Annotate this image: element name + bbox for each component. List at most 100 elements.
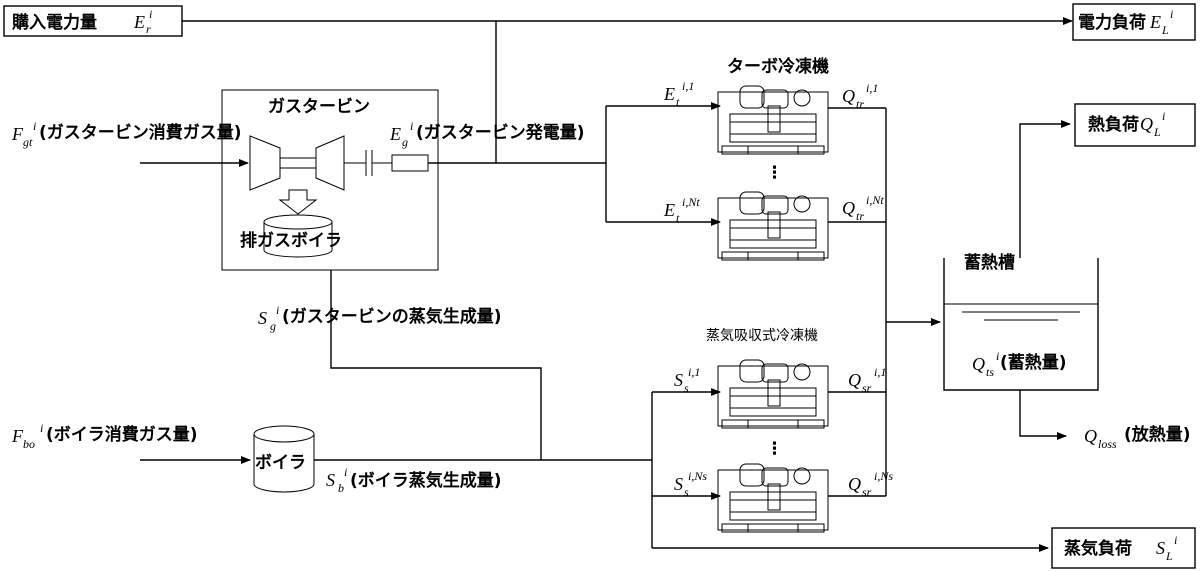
svg-text:i: i — [996, 349, 999, 363]
gas-turbine-system-box — [221, 89, 439, 271]
svg-text:S: S — [326, 470, 335, 490]
svg-text:Q: Q — [1140, 114, 1153, 134]
absorption-output-label-1: Q sr i,1 — [848, 365, 886, 395]
turbo-chiller-dots: ⋮ — [766, 163, 783, 183]
svg-text:i: i — [1170, 7, 1173, 21]
boiler-label: ボイラ — [255, 453, 306, 473]
svg-text:i: i — [1174, 533, 1177, 547]
svg-text:b: b — [338, 481, 344, 495]
svg-text:gt: gt — [23, 135, 33, 149]
svg-text:(ガスタービン消費ガス量): (ガスタービン消費ガス量) — [39, 122, 242, 143]
svg-text:(ガスタービンの蒸気生成量): (ガスタービンの蒸気生成量) — [282, 306, 502, 327]
turbo-chiller-n — [717, 191, 829, 261]
power-load-box — [1072, 3, 1196, 41]
svg-text:i: i — [149, 7, 152, 21]
svg-text:i,Ns: i,Ns — [688, 469, 707, 483]
svg-text:sr: sr — [862, 381, 872, 395]
svg-text:S: S — [1156, 538, 1165, 558]
svg-text:F: F — [11, 124, 24, 144]
svg-text:熱負荷: 熱負荷 — [1088, 114, 1139, 135]
svg-text:t: t — [676, 211, 680, 225]
power-load-label: 電力負荷 E L i — [1078, 7, 1173, 37]
turbo-input-label-1: E t i,1 — [663, 79, 694, 109]
svg-text:Q: Q — [972, 354, 985, 374]
storage-tank — [943, 258, 1099, 391]
svg-text:loss: loss — [1098, 437, 1117, 451]
gas-turbine-steam-label: S g i (ガスタービンの蒸気生成量) — [258, 303, 502, 333]
steam-load-box — [1051, 527, 1196, 569]
svg-text:(ガスタービン発電量): (ガスタービン発電量) — [416, 122, 585, 143]
svg-text:S: S — [258, 308, 267, 328]
turbo-output-label-1: Q tr i,1 — [842, 81, 878, 111]
svg-text:F: F — [11, 426, 24, 446]
svg-text:i: i — [276, 303, 279, 317]
gas-turbine-steam-line — [330, 270, 542, 460]
absorption-chiller-n — [717, 463, 829, 533]
svg-text:E: E — [663, 84, 675, 104]
heat-load-box — [1074, 103, 1196, 147]
svg-text:i,1: i,1 — [866, 81, 878, 95]
svg-text:(ボイラ消費ガス量): (ボイラ消費ガス量) — [46, 424, 198, 445]
svg-text:g: g — [402, 135, 408, 149]
absorption-input-label-n: S s i,Ns — [674, 469, 707, 499]
svg-text:i: i — [1162, 109, 1165, 123]
svg-text:i: i — [33, 119, 36, 133]
svg-text:i: i — [410, 119, 413, 133]
svg-text:S: S — [674, 370, 683, 390]
svg-text:Q: Q — [848, 474, 861, 494]
svg-text:bo: bo — [23, 437, 35, 451]
gas-turbine-title: ガスタービン — [268, 97, 370, 117]
boiler-fuel-label: F bo i (ボイラ消費ガス量) — [11, 421, 198, 451]
absorption-chiller-dots: ⋮ — [766, 439, 783, 459]
heat-loss-label: Q loss (放熱量) — [1084, 424, 1191, 451]
svg-text:電力負荷: 電力負荷 — [1078, 12, 1146, 33]
turbo-output-label-n: Q tr i,Nt — [842, 193, 884, 223]
svg-text:(ボイラ蒸気生成量): (ボイラ蒸気生成量) — [350, 470, 502, 491]
svg-text:購入電力量: 購入電力量 — [12, 12, 97, 33]
svg-text:i: i — [40, 421, 43, 435]
svg-text:Q: Q — [842, 198, 855, 218]
steam-load-label: 蒸気負荷 S L i — [1064, 533, 1177, 563]
storage-tank-title: 蓄熱槽 — [964, 252, 1015, 273]
svg-text:g: g — [270, 319, 276, 333]
gas-turbine-icon — [249, 135, 429, 191]
svg-text:i,Nt: i,Nt — [866, 193, 884, 207]
turbo-chiller-1 — [717, 85, 829, 155]
gas-turbine-fuel-label: F gt i (ガスタービン消費ガス量) — [11, 119, 242, 149]
svg-text:E: E — [1149, 12, 1161, 32]
svg-text:(蓄熱量): (蓄熱量) — [1000, 352, 1067, 373]
svg-text:s: s — [684, 485, 689, 499]
svg-text:tr: tr — [856, 97, 864, 111]
purchased-power-box — [3, 5, 183, 37]
turbo-input-label-n: E t i,Nt — [663, 195, 700, 225]
svg-text:E: E — [389, 124, 401, 144]
svg-text:s: s — [684, 381, 689, 395]
svg-text:i,1: i,1 — [682, 79, 694, 93]
gas-turbine-power-label: E g i (ガスタービン発電量) — [389, 119, 585, 149]
storage-amount-label: Q ts i (蓄熱量) — [972, 349, 1067, 379]
svg-text:蒸気負荷: 蒸気負荷 — [1064, 538, 1132, 559]
svg-text:S: S — [674, 474, 683, 494]
purchased-power-label: 購入電力量 E r i — [12, 7, 152, 36]
svg-text:i,1: i,1 — [688, 365, 700, 379]
absorption-output-label-n: Q sr i,Ns — [848, 469, 893, 499]
svg-text:E: E — [663, 200, 675, 220]
svg-text:i,1: i,1 — [874, 365, 886, 379]
turbo-chiller-title: ターボ冷凍機 — [727, 56, 829, 77]
svg-text:t: t — [676, 95, 680, 109]
exhaust-down-arrow — [278, 189, 318, 215]
exhaust-boiler-icon — [263, 214, 333, 258]
svg-text:ts: ts — [986, 365, 994, 379]
heat-loss-arrow — [1019, 390, 1067, 440]
svg-text:i,Nt: i,Nt — [682, 195, 700, 209]
svg-text:i,Ns: i,Ns — [874, 469, 893, 483]
svg-text:(放熱量): (放熱量) — [1124, 424, 1191, 445]
absorption-input-label-1: S s i,1 — [674, 365, 700, 395]
heat-load-label: 熱負荷 Q L i — [1088, 109, 1165, 139]
svg-text:E: E — [133, 12, 145, 32]
svg-text:r: r — [146, 22, 151, 36]
svg-text:Q: Q — [848, 370, 861, 390]
svg-text:L: L — [1165, 549, 1173, 563]
water-level-icon — [944, 303, 1098, 321]
